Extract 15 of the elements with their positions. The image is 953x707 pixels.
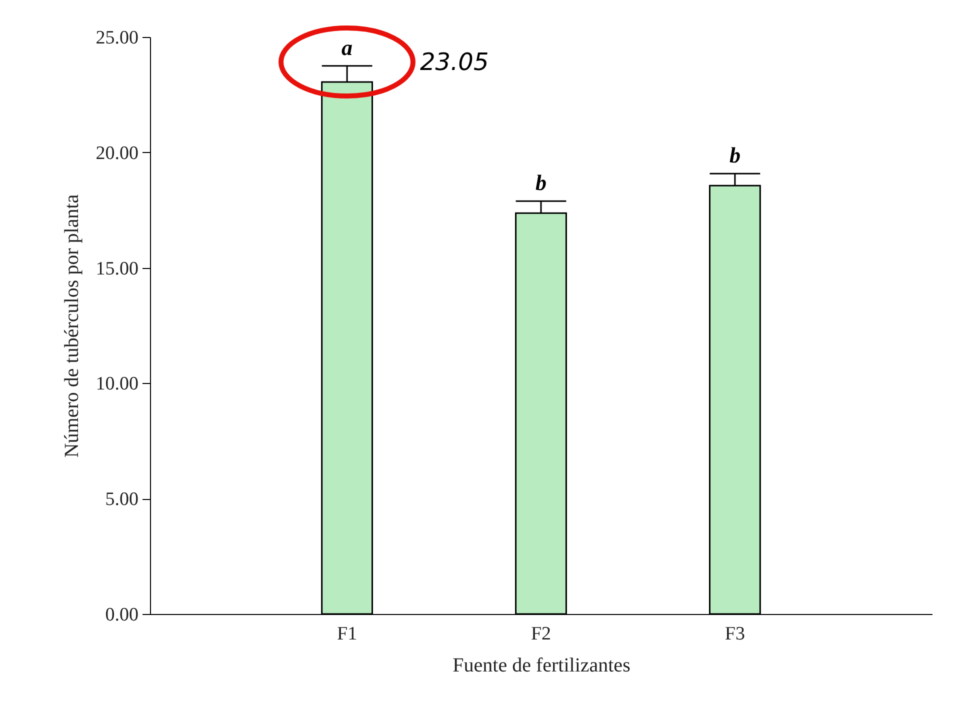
annotation: a xyxy=(342,34,353,60)
y-tick-label: 10.00 xyxy=(96,374,138,395)
y-axis-title: Número de tubérculos por planta xyxy=(60,194,83,458)
annotation: 23.05 xyxy=(420,48,489,76)
y-tick-label: 0.00 xyxy=(105,604,138,626)
y-tick-label: 20.00 xyxy=(96,142,138,164)
annotation: b xyxy=(536,170,546,196)
x-tick-label: F3 xyxy=(724,624,745,644)
y-tick-label: 25.00 xyxy=(96,28,138,48)
y-tick-label: 15.00 xyxy=(96,258,138,280)
y-tick-label: 5.00 xyxy=(105,489,138,510)
x-tick-label: F2 xyxy=(530,624,552,644)
annotation: b xyxy=(729,142,740,168)
x-axis-title: Fuente de fertilizantes xyxy=(452,654,631,676)
x-tick-label: F1 xyxy=(337,624,358,644)
